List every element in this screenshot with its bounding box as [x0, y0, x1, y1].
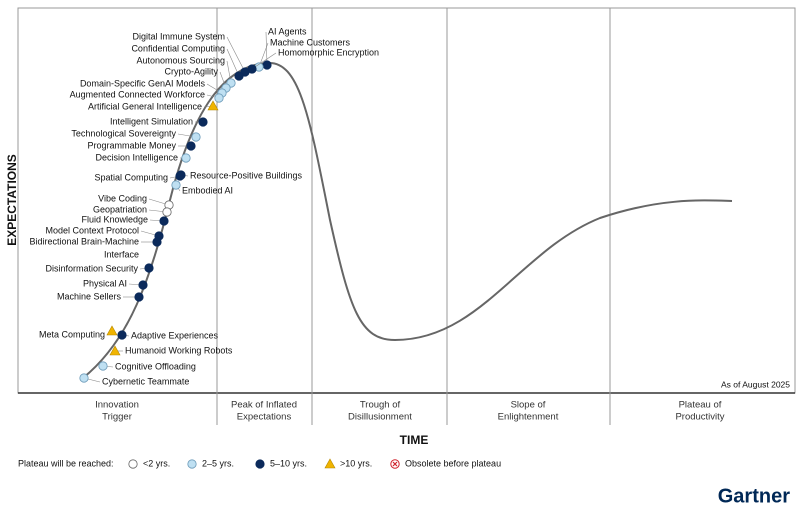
phase-label: Disillusionment [348, 412, 412, 423]
marker [98, 361, 108, 371]
technology-label: Interface [104, 249, 139, 259]
technology-label: Artificial General Intelligence [88, 101, 202, 111]
marker [214, 93, 224, 103]
phase-label: Enlightenment [498, 412, 559, 423]
legend-label: >10 yrs. [340, 458, 372, 468]
date-note: As of August 2025 [721, 379, 790, 389]
technology-label: Homomorphic Encryption [278, 47, 379, 57]
leader-line [265, 31, 268, 66]
phase-label: Trough of [360, 400, 401, 411]
marker [106, 325, 118, 336]
technology-label: Spatial Computing [94, 172, 168, 182]
technology-label: Model Context Protocol [45, 225, 139, 235]
marker [171, 180, 181, 190]
technology-label: Programmable Money [87, 140, 176, 150]
leader-line [226, 48, 240, 77]
technology-label: Resource-Positive Buildings [190, 170, 303, 180]
technology-label: Meta Computing [39, 329, 105, 339]
technology-label: Physical AI [83, 278, 127, 288]
technology-label: Bidirectional Brain-Machine [29, 236, 139, 246]
technology-label: Machine Customers [270, 37, 351, 47]
phase-label: Productivity [675, 412, 724, 423]
technology-label: Domain-Specific GenAI Models [80, 78, 206, 88]
x-axis-title: TIME [400, 433, 429, 447]
phase-label: Slope of [511, 400, 546, 411]
marker [191, 132, 201, 142]
technology-label: Crypto-Agility [164, 66, 218, 76]
technology-label: Embodied AI [182, 185, 233, 195]
leader-line [226, 36, 246, 73]
marker [207, 100, 219, 111]
technology-label: Disinformation Security [45, 263, 138, 273]
technology-label: Adaptive Experiences [131, 330, 219, 340]
technology-label: Technological Sovereignty [71, 128, 176, 138]
marker [138, 280, 148, 290]
technology-label: Intelligent Simulation [110, 116, 193, 126]
marker [117, 330, 127, 340]
phase-label: Expectations [237, 412, 292, 423]
marker [187, 459, 197, 469]
marker [134, 292, 144, 302]
marker [109, 345, 121, 356]
legend-title: Plateau will be reached: [18, 458, 114, 468]
brand-logo: Gartner [718, 485, 790, 507]
phase-label: Innovation [95, 400, 139, 411]
technology-label: Geopatriation [93, 204, 147, 214]
technology-label: Vibe Coding [98, 193, 147, 203]
hype-curve [82, 61, 733, 379]
phase-label: Plateau of [679, 400, 722, 411]
marker [128, 459, 138, 469]
technology-label: Augmented Connected Workforce [70, 89, 205, 99]
marker [162, 207, 172, 217]
marker [198, 117, 208, 127]
marker [324, 458, 336, 469]
marker [181, 153, 191, 163]
legend-label: 5–10 yrs. [270, 458, 307, 468]
marker [159, 216, 169, 226]
marker [392, 461, 398, 467]
phase-label: Trigger [102, 412, 132, 423]
technology-label: Autonomous Sourcing [136, 55, 225, 65]
marker [144, 263, 154, 273]
technology-label: Digital Immune System [132, 31, 225, 41]
technology-label: Cybernetic Teammate [102, 376, 189, 386]
technology-label: Confidential Computing [131, 43, 225, 53]
legend-label: 2–5 yrs. [202, 458, 234, 468]
phase-label: Peak of Inflated [231, 400, 297, 411]
y-axis-title: EXPECTATIONS [5, 154, 19, 246]
legend-label: Obsolete before plateau [405, 458, 501, 468]
marker [152, 237, 162, 247]
technology-label: AI Agents [268, 26, 307, 36]
technology-label: Fluid Knowledge [81, 214, 148, 224]
marker [234, 71, 244, 81]
technology-label: Humanoid Working Robots [125, 345, 233, 355]
marker [262, 60, 272, 70]
technology-label: Cognitive Offloading [115, 361, 196, 371]
marker [176, 170, 186, 180]
technology-label: Machine Sellers [57, 291, 122, 301]
legend-label: <2 yrs. [143, 458, 170, 468]
marker [255, 459, 265, 469]
marker [186, 141, 196, 151]
technology-label: Decision Intelligence [95, 152, 178, 162]
leader-line [251, 52, 277, 70]
marker [79, 373, 89, 383]
